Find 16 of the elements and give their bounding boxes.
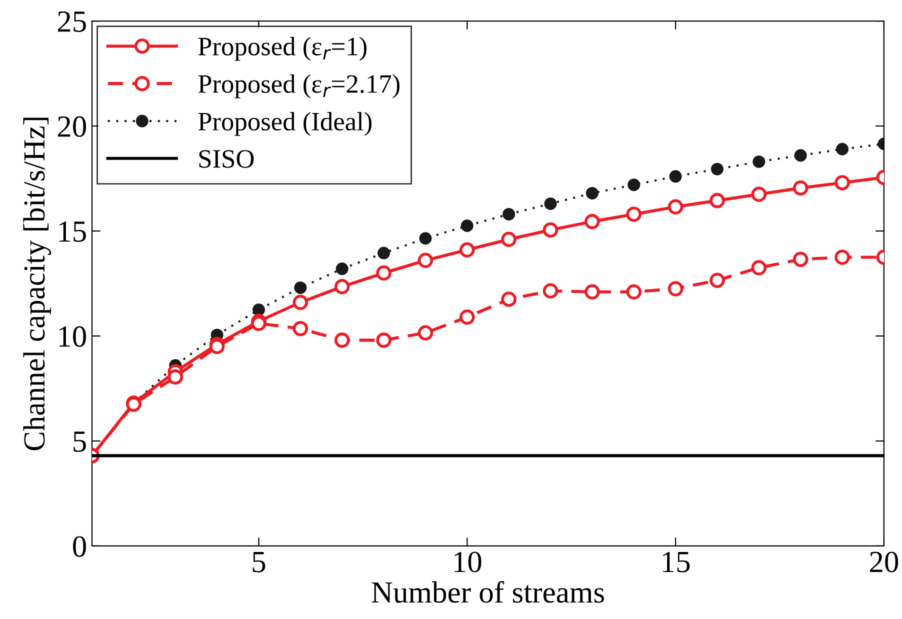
x-tick-label: 15 [662, 552, 690, 572]
y-tick-label: 0 [73, 536, 86, 557]
y-tick-label: 25 [58, 11, 86, 32]
y-tick-label: 10 [59, 326, 86, 347]
legend-label: Proposed (ε$_{r}$=2.17) [198, 74, 400, 98]
x-tick-label: 10 [454, 552, 482, 572]
x-axis-title: Number of streams [372, 580, 604, 603]
x-tick-label: 5 [252, 552, 266, 572]
y-tick-label: 5 [74, 432, 86, 452]
legend-label: Proposed (Ideal) [198, 112, 372, 136]
y-tick-label: 15 [59, 221, 86, 242]
y-axis-title: Channel capacity [bit/s/Hz] [23, 118, 52, 450]
y-tick-label: 20 [58, 116, 86, 137]
legend-label: SISO [199, 150, 254, 168]
legend-label: Proposed (ε$_{r}$=1) [198, 36, 367, 61]
x-tick-label: 20 [870, 552, 898, 572]
